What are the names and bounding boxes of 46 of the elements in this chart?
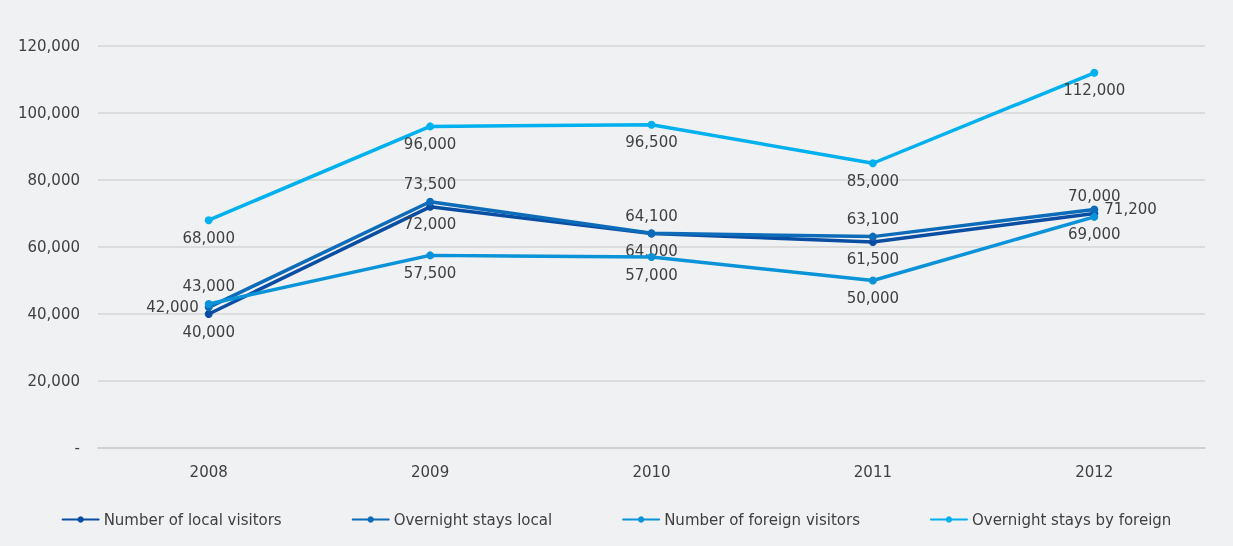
data-label: 43,000 — [182, 277, 235, 296]
y-tick-label: 100,000 — [17, 104, 80, 122]
point — [204, 299, 213, 308]
point — [426, 122, 435, 131]
data-label: 64,000 — [625, 242, 678, 261]
point — [647, 120, 656, 129]
y-tick-label: 40,000 — [27, 305, 80, 323]
point — [1090, 68, 1099, 77]
point — [868, 159, 877, 168]
point — [426, 251, 435, 260]
data-label: 40,000 — [182, 322, 235, 341]
point — [1090, 205, 1099, 214]
data-label: 96,500 — [625, 133, 678, 152]
data-label: 64,100 — [625, 206, 678, 225]
y-tick-label: 80,000 — [27, 171, 80, 189]
point — [204, 216, 213, 225]
y-tick-label: 60,000 — [27, 238, 80, 256]
point — [426, 197, 435, 206]
x-tick-label: 2010 — [632, 462, 671, 481]
point — [868, 276, 877, 285]
x-tick-label: 2009 — [411, 462, 450, 481]
data-label: 72,000 — [403, 215, 457, 234]
legend-label: Overnight stays local — [393, 510, 553, 529]
data-label: 69,000 — [1068, 225, 1121, 244]
data-label: 50,000 — [846, 289, 900, 307]
data-label: 57,000 — [625, 265, 678, 284]
data-label: 96,000 — [403, 134, 457, 153]
data-label: 61,500 — [846, 250, 900, 269]
y-tick-label: 20,000 — [27, 372, 80, 390]
legend-label: Overnight stays by foreign — [971, 510, 1172, 529]
x-tick-label: 2008 — [189, 462, 228, 481]
y-tick-label: - — [74, 439, 80, 457]
data-label: 63,100 — [846, 210, 900, 229]
data-label: 57,500 — [403, 263, 457, 282]
data-label: 73,500 — [403, 175, 457, 194]
point — [868, 232, 877, 241]
data-label: 68,000 — [182, 228, 235, 247]
data-label: 42,000 — [146, 298, 199, 317]
x-tick-label: 2012 — [1075, 462, 1114, 481]
legend-label: Number of local visitors — [103, 510, 282, 529]
data-label: 112,000 — [1063, 81, 1126, 100]
y-tick-label: 120,000 — [17, 37, 80, 55]
x-tick-label: 2011 — [853, 462, 892, 481]
point — [204, 310, 213, 318]
legend-label: Number of foreign visitors — [664, 510, 861, 529]
data-label: 85,000 — [846, 171, 900, 190]
